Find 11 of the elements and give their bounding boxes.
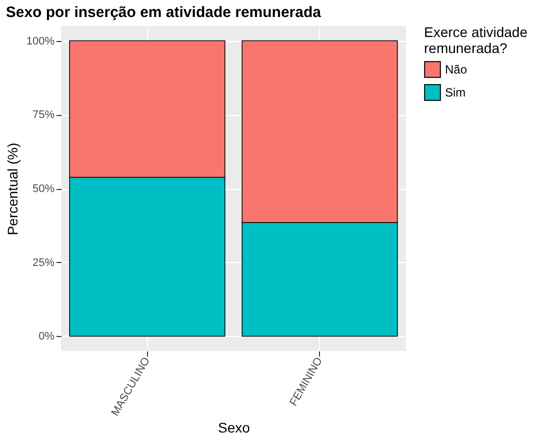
y-tick-label: 25%: [32, 256, 55, 269]
y-axis-title: Percentual (%): [4, 142, 20, 236]
y-tick-label: 75%: [32, 109, 55, 122]
legend-label: Sim: [445, 86, 466, 100]
y-tick-label: 0%: [38, 330, 55, 343]
legend-label: Não: [445, 62, 468, 76]
chart-title: Sexo por inserção em atividade remunerada: [6, 4, 322, 21]
y-tick-label: 100%: [26, 35, 55, 48]
x-axis-title: Sexo: [218, 420, 250, 436]
y-tick-label: 50%: [32, 183, 55, 195]
legend-title: Exerce atividade remunerada?: [424, 24, 528, 56]
